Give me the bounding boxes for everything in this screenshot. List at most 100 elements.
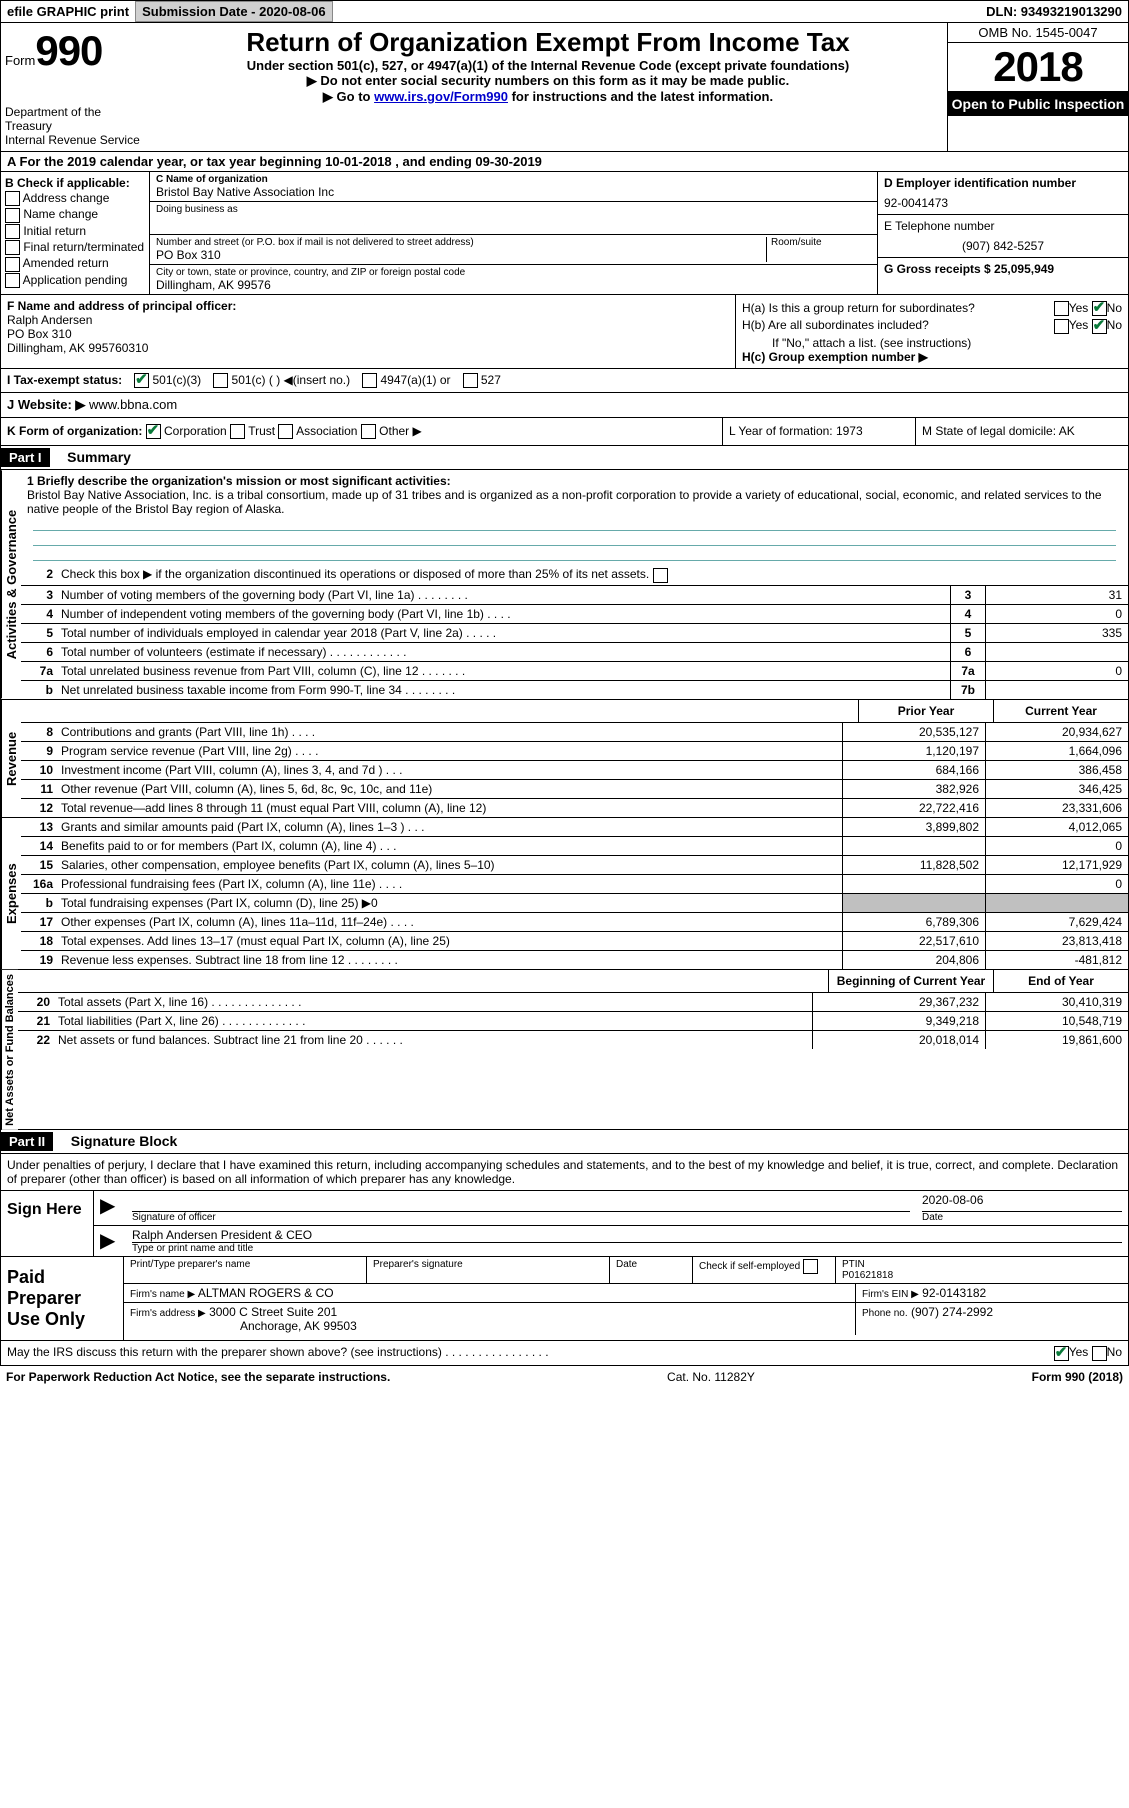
arrow-line-2: ▶ Go to www.irs.gov/Form990 for instruct… (155, 89, 941, 105)
ha-yes-checkbox[interactable] (1054, 301, 1069, 316)
sign-here-block: Sign Here ▶ Signature of officer 2020-08… (1, 1190, 1128, 1256)
check-trust[interactable] (230, 424, 245, 439)
c-label: C Name of organization (156, 174, 871, 185)
officer-addr2: Dillingham, AK 995760310 (7, 341, 729, 355)
exp-line-17: 17Other expenses (Part IX, column (A), l… (21, 913, 1128, 932)
line-5: 5Total number of individuals employed in… (21, 624, 1128, 643)
part1-badge: Part I (1, 448, 50, 467)
paid-row-2: Firm's name ▶ ALTMAN ROGERS & CO Firm's … (124, 1284, 1128, 1303)
ptin-value: P01621818 (842, 1270, 1122, 1281)
website-row: J Website: ▶ www.bbna.com (0, 393, 1129, 418)
line-7a: 7aTotal unrelated business revenue from … (21, 662, 1128, 681)
netassets-col-header: Beginning of Current Year End of Year (18, 970, 1128, 993)
netassets-vertical-label: Net Assets or Fund Balances (1, 970, 18, 1130)
netassets-block: Net Assets or Fund Balances Beginning of… (0, 970, 1129, 1131)
col-c-org-info: C Name of organization Bristol Bay Nativ… (149, 172, 877, 294)
e-phone-box: E Telephone number (907) 842-5257 (878, 215, 1128, 258)
firm-name-cell: Firm's name ▶ ALTMAN ROGERS & CO (124, 1284, 856, 1302)
preparer-date-label: Date (610, 1257, 693, 1283)
line-3: 3Number of voting members of the governi… (21, 586, 1128, 605)
ha-no-checkbox[interactable] (1092, 301, 1107, 316)
check-application-pending[interactable]: Application pending (5, 273, 145, 288)
b-label: B Check if applicable: (5, 176, 145, 190)
room-label: Room/suite (771, 237, 871, 248)
ptin-label: PTIN (842, 1259, 1122, 1270)
section-fh: F Name and address of principal officer:… (0, 295, 1129, 369)
header-right: OMB No. 1545-0047 2018 Open to Public In… (947, 23, 1128, 151)
hb-no-checkbox[interactable] (1092, 319, 1107, 334)
hb-note: If "No," attach a list. (see instruction… (742, 336, 1122, 350)
header-left: Form990 Department of the Treasury Inter… (1, 23, 149, 151)
addr-value: PO Box 310 (156, 248, 766, 262)
dba-label: Doing business as (156, 204, 871, 215)
rev-line-11: 11Other revenue (Part VIII, column (A), … (21, 780, 1128, 799)
check-corporation[interactable] (146, 424, 161, 439)
dba-box: Doing business as (149, 202, 877, 235)
check-amended-return[interactable]: Amended return (5, 256, 145, 271)
check-final-return[interactable]: Final return/terminated (5, 240, 145, 255)
org-name: Bristol Bay Native Association Inc (156, 185, 871, 199)
revenue-body: Prior Year Current Year 8Contributions a… (21, 700, 1128, 817)
signature-section: Under penalties of perjury, I declare th… (0, 1154, 1129, 1257)
check-other[interactable] (361, 424, 376, 439)
revenue-block: Revenue Prior Year Current Year 8Contrib… (0, 700, 1129, 818)
check-name-change[interactable]: Name change (5, 207, 145, 222)
check-501c3[interactable] (134, 373, 149, 388)
check-initial-return[interactable]: Initial return (5, 224, 145, 239)
firm-addr1: 3000 C Street Suite 201 (209, 1305, 337, 1319)
activities-vertical-label: Activities & Governance (1, 470, 21, 698)
self-employed-checkbox[interactable] (803, 1259, 818, 1274)
hb-yes-checkbox[interactable] (1054, 319, 1069, 334)
e-label: E Telephone number (884, 219, 1122, 233)
irs-link[interactable]: www.irs.gov/Form990 (374, 89, 508, 104)
paperwork-notice: For Paperwork Reduction Act Notice, see … (6, 1370, 390, 1384)
exp-line-13: 13Grants and similar amounts paid (Part … (21, 818, 1128, 837)
paid-row-1: Print/Type preparer's name Preparer's si… (124, 1257, 1128, 1284)
begin-year-header: Beginning of Current Year (828, 970, 993, 992)
exp-line-18: 18Total expenses. Add lines 13–17 (must … (21, 932, 1128, 951)
form-title: Return of Organization Exempt From Incom… (155, 27, 941, 58)
rev-line-10: 10Investment income (Part VIII, column (… (21, 761, 1128, 780)
sig-declaration: Under penalties of perjury, I declare th… (1, 1154, 1128, 1190)
arrow2-pre: ▶ Go to (323, 89, 374, 104)
officer-name: Ralph Andersen (7, 313, 729, 327)
exp-line-b: bTotal fundraising expenses (Part IX, co… (21, 894, 1128, 913)
g-gross-box: G Gross receipts $ 25,095,949 (878, 258, 1128, 280)
brief-label: 1 Briefly describe the organization's mi… (27, 474, 1122, 488)
preparer-print-label: Print/Type preparer's name (124, 1257, 367, 1283)
submission-date-button[interactable]: Submission Date - 2020-08-06 (135, 1, 333, 22)
klm-row: K Form of organization: Corporation Trus… (0, 418, 1129, 446)
form-header: Form990 Department of the Treasury Inter… (0, 23, 1129, 152)
city-label: City or town, state or province, country… (156, 267, 871, 278)
check-association[interactable] (278, 424, 293, 439)
exp-line-15: 15Salaries, other compensation, employee… (21, 856, 1128, 875)
may-irs-no-checkbox[interactable] (1092, 1346, 1107, 1361)
arrow2-post: for instructions and the latest informat… (508, 89, 773, 104)
form-subtitle: Under section 501(c), 527, or 4947(a)(1)… (155, 58, 941, 73)
spacer (333, 10, 981, 14)
check-527[interactable] (463, 373, 478, 388)
department-label: Department of the Treasury Internal Reve… (5, 105, 145, 147)
part2-badge: Part II (1, 1132, 53, 1151)
sig-officer-label: Signature of officer (132, 1212, 910, 1223)
check-4947[interactable] (362, 373, 377, 388)
hb-label: H(b) Are all subordinates included? (742, 318, 929, 333)
check-address-change[interactable]: Address change (5, 191, 145, 206)
line2-checkbox[interactable] (653, 568, 668, 583)
rule-1 (33, 530, 1116, 531)
netassets-body: Beginning of Current Year End of Year 20… (18, 970, 1128, 1130)
k-form-org: K Form of organization: Corporation Trus… (1, 418, 722, 445)
typed-label: Type or print name and title (132, 1243, 1122, 1254)
check-501c[interactable] (213, 373, 228, 388)
rev-line-12: 12Total revenue—add lines 8 through 11 (… (21, 799, 1128, 817)
paid-preparer-label: Paid Preparer Use Only (1, 1257, 123, 1340)
revenue-col-header: Prior Year Current Year (21, 700, 1128, 723)
i-label: I Tax-exempt status: (7, 373, 122, 387)
exp-line-19: 19Revenue less expenses. Subtract line 1… (21, 951, 1128, 969)
briefly-describe: 1 Briefly describe the organization's mi… (21, 470, 1128, 565)
dln-label: DLN: 93493219013290 (980, 2, 1128, 21)
row-a-tax-year: A For the 2019 calendar year, or tax yea… (0, 152, 1129, 172)
paid-preparer-section: Paid Preparer Use Only Print/Type prepar… (0, 1257, 1129, 1341)
rule-3 (33, 560, 1116, 561)
may-irs-yes-checkbox[interactable] (1054, 1346, 1069, 1361)
